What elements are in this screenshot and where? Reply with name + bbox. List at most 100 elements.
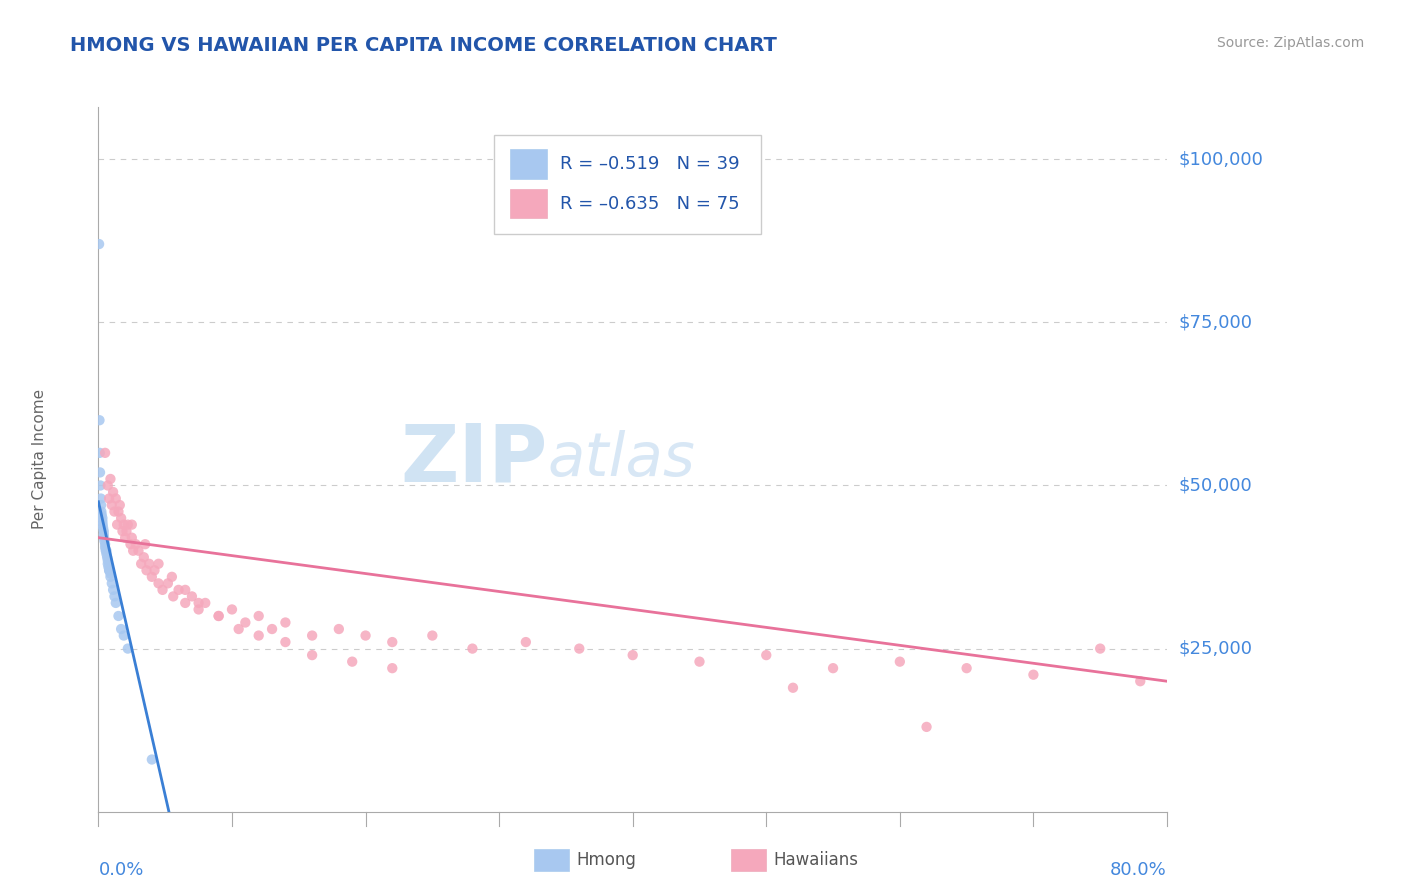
Point [1022,667,1045,681]
Text: 80.0%: 80.0% [1111,861,1167,879]
Point [100,472,122,486]
Point [180,590,204,604]
Text: $50,000: $50,000 [1178,476,1251,494]
Point [94,537,117,551]
Text: 0.0%: 0.0% [98,861,143,879]
Point [108,498,131,512]
Point [104,491,127,506]
Point [101,576,124,591]
Point [98,563,121,577]
Point [103,505,125,519]
Point [274,635,297,649]
Point [93,527,115,541]
Point [97,560,120,574]
Point [621,648,644,662]
Point [115,524,138,538]
Point [156,576,179,591]
Point [135,563,157,577]
Point [340,655,363,669]
Point [117,641,139,656]
Text: Per Capita Income: Per Capita Income [32,389,48,530]
Point [90,508,112,522]
Point [90,491,112,506]
Point [112,628,135,642]
Point [100,570,122,584]
Point [134,537,156,551]
Point [247,628,270,642]
Point [103,590,125,604]
Point [93,531,115,545]
Point [262,622,284,636]
Point [821,661,844,675]
Point [221,602,243,616]
FancyBboxPatch shape [494,136,761,234]
Point [1088,641,1111,656]
Point [167,582,190,597]
Point [87,237,110,252]
Point [208,609,231,624]
Text: $100,000: $100,000 [1178,150,1263,169]
Point [121,531,143,545]
Point [143,563,166,577]
Point [97,478,120,492]
Point [100,566,122,581]
Point [97,553,120,567]
Point [274,615,297,630]
Point [132,550,155,565]
Text: HMONG VS HAWAIIAN PER CAPITA INCOME CORRELATION CHART: HMONG VS HAWAIIAN PER CAPITA INCOME CORR… [70,36,778,54]
Point [915,720,938,734]
Point [141,570,163,584]
Point [117,517,139,532]
Point [301,628,323,642]
Point [94,543,117,558]
Point [381,661,404,675]
Point [233,615,257,630]
Point [187,602,209,616]
Point [91,514,114,528]
Point [122,543,145,558]
Point [111,524,134,538]
Point [128,543,150,558]
Point [112,517,135,532]
Point [98,491,121,506]
Point [89,446,111,460]
Point [755,648,778,662]
Point [328,622,350,636]
Point [148,557,170,571]
Point [104,596,127,610]
Point [114,531,136,545]
Point [89,466,111,480]
Point [194,596,217,610]
Point [90,505,112,519]
Text: R = –0.635   N = 75: R = –0.635 N = 75 [560,194,740,212]
Point [889,655,911,669]
Point [956,661,979,675]
Point [107,505,129,519]
Point [138,557,160,571]
Point [101,582,124,597]
Point [120,537,142,551]
Point [90,498,112,512]
Point [515,635,537,649]
Point [174,582,197,597]
FancyBboxPatch shape [510,149,547,179]
Point [125,537,148,551]
Point [89,478,111,492]
Text: Hmong: Hmong [576,851,637,869]
Point [93,524,115,538]
Point [782,681,804,695]
Point [187,596,209,610]
Point [208,609,231,624]
Point [110,622,132,636]
Point [96,547,118,561]
Point [94,541,117,555]
Point [461,641,484,656]
Point [91,511,114,525]
Text: ZIP: ZIP [399,420,547,499]
Point [174,596,197,610]
Point [160,570,183,584]
Point [152,582,174,597]
Text: Hawaiians: Hawaiians [773,851,858,869]
Point [96,543,118,558]
Point [568,641,591,656]
